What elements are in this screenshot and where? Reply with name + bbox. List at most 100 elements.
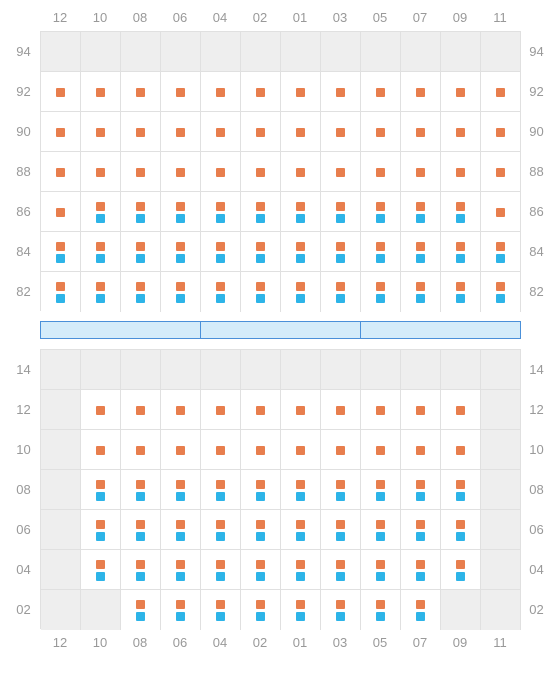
seat-cell[interactable] xyxy=(361,590,401,630)
seat-cell[interactable] xyxy=(241,272,281,312)
seat-cell[interactable] xyxy=(321,72,361,112)
seat-cell[interactable] xyxy=(161,390,201,430)
seat-cell[interactable] xyxy=(41,192,81,232)
seat-cell[interactable] xyxy=(401,232,441,272)
seat-cell[interactable] xyxy=(361,112,401,152)
seat-cell[interactable] xyxy=(401,430,441,470)
seat-cell[interactable] xyxy=(81,430,121,470)
seat-cell[interactable] xyxy=(41,272,81,312)
seat-cell[interactable] xyxy=(241,192,281,232)
seat-cell[interactable] xyxy=(161,430,201,470)
seat-cell[interactable] xyxy=(241,112,281,152)
seat-cell[interactable] xyxy=(241,152,281,192)
seat-cell[interactable] xyxy=(81,272,121,312)
seat-cell[interactable] xyxy=(201,152,241,192)
seat-cell[interactable] xyxy=(441,192,481,232)
seat-cell[interactable] xyxy=(201,590,241,630)
seat-cell[interactable] xyxy=(321,112,361,152)
seat-cell[interactable] xyxy=(201,112,241,152)
seat-cell[interactable] xyxy=(321,430,361,470)
seat-cell[interactable] xyxy=(121,192,161,232)
seat-cell[interactable] xyxy=(121,470,161,510)
seat-cell[interactable] xyxy=(81,232,121,272)
seat-cell[interactable] xyxy=(121,430,161,470)
seat-cell[interactable] xyxy=(401,590,441,630)
seat-cell[interactable] xyxy=(321,192,361,232)
seat-cell[interactable] xyxy=(361,152,401,192)
seat-cell[interactable] xyxy=(241,390,281,430)
seat-cell[interactable] xyxy=(361,470,401,510)
seat-cell[interactable] xyxy=(441,510,481,550)
seat-cell[interactable] xyxy=(321,510,361,550)
seat-cell[interactable] xyxy=(201,192,241,232)
seat-cell[interactable] xyxy=(81,112,121,152)
seat-cell[interactable] xyxy=(81,72,121,112)
seat-cell[interactable] xyxy=(201,272,241,312)
seat-cell[interactable] xyxy=(401,112,441,152)
seat-cell[interactable] xyxy=(121,550,161,590)
seat-cell[interactable] xyxy=(361,550,401,590)
seat-cell[interactable] xyxy=(161,72,201,112)
seat-cell[interactable] xyxy=(441,232,481,272)
seat-cell[interactable] xyxy=(361,430,401,470)
seat-cell[interactable] xyxy=(81,470,121,510)
seat-cell[interactable] xyxy=(201,430,241,470)
seat-cell[interactable] xyxy=(161,272,201,312)
seat-cell[interactable] xyxy=(241,232,281,272)
seat-cell[interactable] xyxy=(201,510,241,550)
seat-cell[interactable] xyxy=(441,272,481,312)
seat-cell[interactable] xyxy=(81,510,121,550)
seat-cell[interactable] xyxy=(201,550,241,590)
seat-cell[interactable] xyxy=(281,390,321,430)
seat-cell[interactable] xyxy=(441,390,481,430)
seat-cell[interactable] xyxy=(281,152,321,192)
seat-cell[interactable] xyxy=(281,550,321,590)
seat-cell[interactable] xyxy=(281,470,321,510)
seat-cell[interactable] xyxy=(281,272,321,312)
seat-cell[interactable] xyxy=(241,590,281,630)
seat-cell[interactable] xyxy=(441,470,481,510)
seat-cell[interactable] xyxy=(481,232,521,272)
seat-cell[interactable] xyxy=(121,390,161,430)
seat-cell[interactable] xyxy=(361,390,401,430)
seat-cell[interactable] xyxy=(161,510,201,550)
seat-cell[interactable] xyxy=(441,112,481,152)
seat-cell[interactable] xyxy=(321,590,361,630)
seat-cell[interactable] xyxy=(161,192,201,232)
seat-cell[interactable] xyxy=(121,510,161,550)
seat-cell[interactable] xyxy=(441,550,481,590)
seat-cell[interactable] xyxy=(161,590,201,630)
seat-cell[interactable] xyxy=(321,232,361,272)
seat-cell[interactable] xyxy=(481,152,521,192)
seat-cell[interactable] xyxy=(241,470,281,510)
seat-cell[interactable] xyxy=(321,550,361,590)
seat-cell[interactable] xyxy=(481,72,521,112)
seat-cell[interactable] xyxy=(241,550,281,590)
seat-cell[interactable] xyxy=(321,390,361,430)
seat-cell[interactable] xyxy=(401,152,441,192)
seat-cell[interactable] xyxy=(161,470,201,510)
seat-cell[interactable] xyxy=(241,72,281,112)
seat-cell[interactable] xyxy=(161,550,201,590)
seat-cell[interactable] xyxy=(81,550,121,590)
seat-cell[interactable] xyxy=(361,72,401,112)
seat-cell[interactable] xyxy=(41,72,81,112)
seat-cell[interactable] xyxy=(361,272,401,312)
seat-cell[interactable] xyxy=(441,152,481,192)
seat-cell[interactable] xyxy=(281,112,321,152)
seat-cell[interactable] xyxy=(441,72,481,112)
seat-cell[interactable] xyxy=(401,510,441,550)
seat-cell[interactable] xyxy=(121,112,161,152)
seat-cell[interactable] xyxy=(481,192,521,232)
seat-cell[interactable] xyxy=(41,112,81,152)
seat-cell[interactable] xyxy=(161,232,201,272)
seat-cell[interactable] xyxy=(281,510,321,550)
seat-cell[interactable] xyxy=(121,72,161,112)
seat-cell[interactable] xyxy=(401,72,441,112)
seat-cell[interactable] xyxy=(281,72,321,112)
seat-cell[interactable] xyxy=(401,390,441,430)
seat-cell[interactable] xyxy=(201,72,241,112)
seat-cell[interactable] xyxy=(121,232,161,272)
seat-cell[interactable] xyxy=(361,232,401,272)
seat-cell[interactable] xyxy=(121,272,161,312)
